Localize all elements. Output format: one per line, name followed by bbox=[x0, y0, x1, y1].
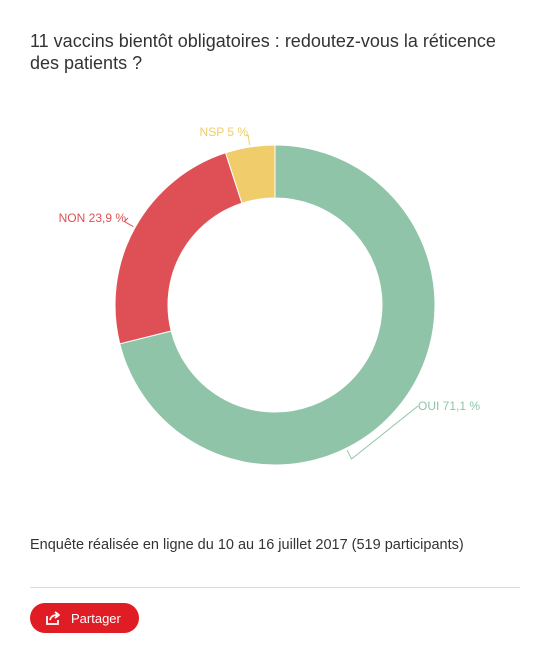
donut-chart: OUI 71,1 % NON 23,9 % NSP 5 % bbox=[59, 125, 480, 466]
slice-non[interactable] bbox=[114, 152, 243, 345]
label-oui: OUI 71,1 % bbox=[418, 399, 480, 413]
connector-oui bbox=[346, 405, 419, 460]
slice-oui[interactable] bbox=[119, 144, 436, 466]
label-nsp: NSP 5 % bbox=[200, 125, 249, 139]
slice-nsp[interactable] bbox=[224, 144, 276, 204]
connector-nsp bbox=[245, 134, 251, 146]
share-icon bbox=[45, 610, 61, 626]
share-button[interactable]: Partager bbox=[30, 603, 139, 633]
divider bbox=[30, 587, 520, 588]
survey-note: Enquête réalisée en ligne du 10 au 16 ju… bbox=[30, 537, 464, 553]
chart-title: 11 vaccins bientôt obligatoires : redout… bbox=[30, 31, 496, 73]
share-label: Partager bbox=[71, 610, 121, 626]
connector-non bbox=[123, 217, 134, 227]
label-non: NON 23,9 % bbox=[59, 211, 127, 225]
